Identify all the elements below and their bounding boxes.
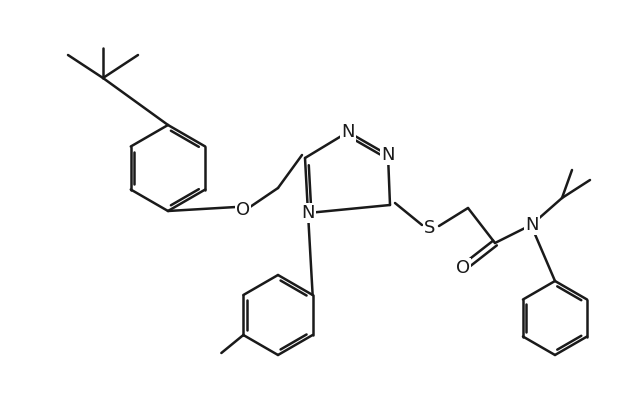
Text: N: N: [381, 146, 395, 164]
Text: O: O: [236, 201, 250, 219]
Text: N: N: [525, 216, 539, 234]
Text: N: N: [341, 123, 355, 141]
Text: S: S: [424, 219, 436, 237]
Text: O: O: [456, 259, 470, 277]
Text: N: N: [301, 204, 315, 222]
